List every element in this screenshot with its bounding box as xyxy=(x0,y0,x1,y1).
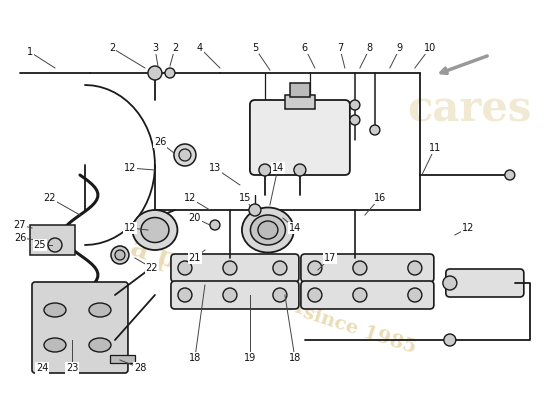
Circle shape xyxy=(408,261,422,275)
Text: 5: 5 xyxy=(252,43,258,53)
Circle shape xyxy=(174,144,196,166)
Text: 24: 24 xyxy=(36,363,48,373)
Ellipse shape xyxy=(89,303,111,317)
Circle shape xyxy=(165,68,175,78)
FancyBboxPatch shape xyxy=(171,281,299,309)
Text: 11: 11 xyxy=(429,143,441,153)
Text: 14: 14 xyxy=(272,163,284,173)
Text: 2: 2 xyxy=(109,43,115,53)
Text: 27: 27 xyxy=(14,220,26,230)
Circle shape xyxy=(115,250,125,260)
Circle shape xyxy=(249,204,261,216)
Text: 18: 18 xyxy=(289,353,301,363)
Text: 22: 22 xyxy=(146,263,158,273)
Text: 18: 18 xyxy=(189,353,201,363)
Text: 12: 12 xyxy=(124,223,136,233)
Bar xyxy=(285,95,315,109)
Text: 8: 8 xyxy=(367,43,373,53)
Circle shape xyxy=(408,288,422,302)
Text: 13: 13 xyxy=(209,163,221,173)
Text: for: for xyxy=(271,290,309,320)
Circle shape xyxy=(273,261,287,275)
Text: 12: 12 xyxy=(461,223,474,233)
Ellipse shape xyxy=(242,208,294,252)
Circle shape xyxy=(148,66,162,80)
Circle shape xyxy=(505,170,515,180)
FancyBboxPatch shape xyxy=(32,282,128,373)
FancyBboxPatch shape xyxy=(301,281,434,309)
Circle shape xyxy=(178,261,192,275)
Text: 16: 16 xyxy=(374,193,386,203)
Ellipse shape xyxy=(258,221,278,239)
Text: 12: 12 xyxy=(124,163,136,173)
Text: since 1985: since 1985 xyxy=(301,303,419,357)
FancyBboxPatch shape xyxy=(171,254,299,282)
Text: 4: 4 xyxy=(197,43,203,53)
Text: 26: 26 xyxy=(154,137,166,147)
Circle shape xyxy=(353,288,367,302)
Bar xyxy=(30,225,75,255)
Circle shape xyxy=(223,288,237,302)
Ellipse shape xyxy=(44,303,66,317)
Ellipse shape xyxy=(89,338,111,352)
Text: 19: 19 xyxy=(244,353,256,363)
Text: 12: 12 xyxy=(184,193,196,203)
Text: 14: 14 xyxy=(289,223,301,233)
FancyBboxPatch shape xyxy=(446,269,524,297)
Text: 1: 1 xyxy=(27,47,33,57)
Circle shape xyxy=(210,220,220,230)
Text: 9: 9 xyxy=(397,43,403,53)
Text: 2: 2 xyxy=(172,43,178,53)
Circle shape xyxy=(179,149,191,161)
Circle shape xyxy=(308,288,322,302)
Circle shape xyxy=(294,164,306,176)
Circle shape xyxy=(48,238,62,252)
Text: a passion: a passion xyxy=(126,235,273,305)
Ellipse shape xyxy=(141,218,169,242)
Circle shape xyxy=(350,115,360,125)
Text: 28: 28 xyxy=(134,363,146,373)
Text: 3: 3 xyxy=(152,43,158,53)
Text: 6: 6 xyxy=(302,43,308,53)
Circle shape xyxy=(259,164,271,176)
Circle shape xyxy=(308,261,322,275)
Text: 26: 26 xyxy=(14,233,26,243)
Text: 20: 20 xyxy=(189,213,201,223)
Ellipse shape xyxy=(44,338,66,352)
Circle shape xyxy=(273,288,287,302)
Text: 22: 22 xyxy=(44,193,56,203)
Text: 21: 21 xyxy=(189,253,201,263)
Circle shape xyxy=(370,125,380,135)
Text: 23: 23 xyxy=(66,363,78,373)
Text: 15: 15 xyxy=(239,193,251,203)
FancyBboxPatch shape xyxy=(301,254,434,282)
Bar xyxy=(290,83,310,97)
Text: 10: 10 xyxy=(424,43,436,53)
Circle shape xyxy=(223,261,237,275)
Circle shape xyxy=(444,334,456,346)
Circle shape xyxy=(111,246,129,264)
Ellipse shape xyxy=(133,210,178,250)
Ellipse shape xyxy=(250,215,285,245)
Bar xyxy=(110,355,135,363)
Circle shape xyxy=(443,276,457,290)
Circle shape xyxy=(350,100,360,110)
Circle shape xyxy=(353,261,367,275)
Text: 7: 7 xyxy=(337,43,343,53)
Circle shape xyxy=(178,288,192,302)
Text: cares: cares xyxy=(408,89,532,131)
Text: 25: 25 xyxy=(34,240,46,250)
Text: 17: 17 xyxy=(324,253,336,263)
FancyBboxPatch shape xyxy=(250,100,350,175)
